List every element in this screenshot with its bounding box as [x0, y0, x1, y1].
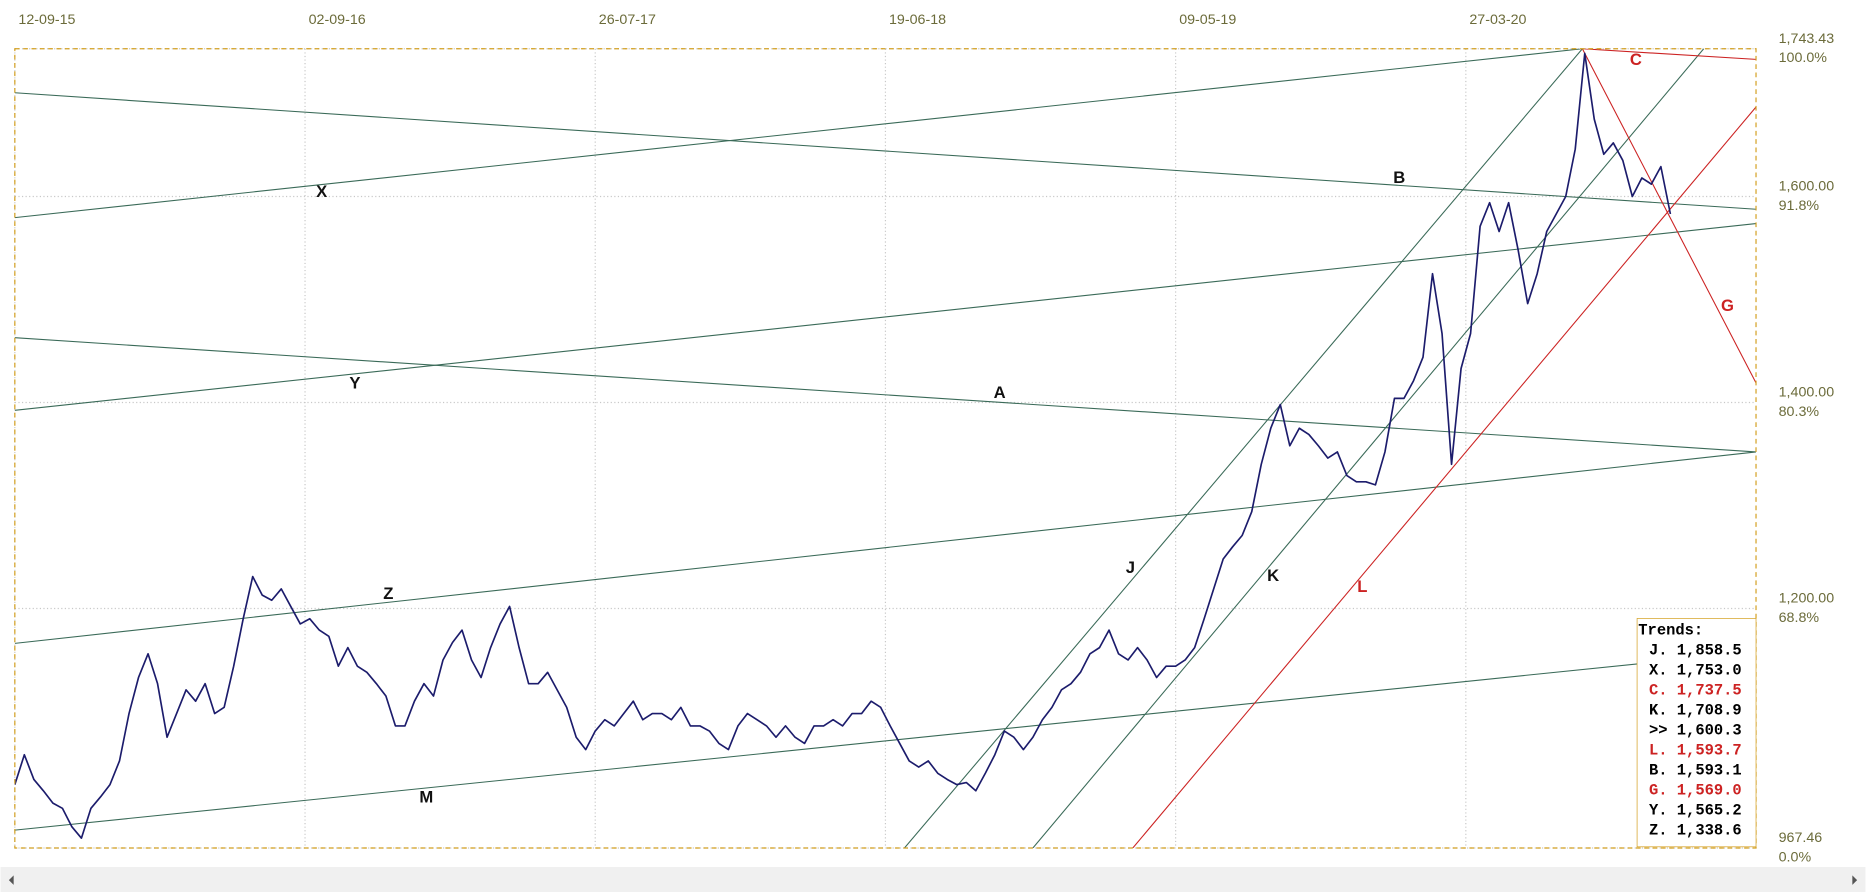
y-tick-label: 1,600.00 — [1779, 179, 1835, 195]
x-tick-label: 26-07-17 — [599, 12, 656, 28]
scroll-right[interactable] — [1852, 875, 1858, 885]
y2-tick-label: 100.0% — [1779, 50, 1828, 66]
scrollbar[interactable] — [0, 867, 1866, 892]
trend-label: M — [419, 787, 433, 806]
labels: 12-09-15 02-09-16 26-07-17 19-06-18 09-05-19… — [18, 12, 1834, 865]
y2-tick-label: 91.8% — [1779, 198, 1820, 214]
y-tick-label: 967.46 — [1779, 830, 1823, 846]
trend-line — [14, 451, 1757, 644]
trends-legend: Trends: J. 1,858.5 X. 1,753.0 C. 1,737.5 K. … — [1636, 618, 1757, 848]
y2-tick-label: 68.8% — [1779, 610, 1820, 626]
trend-label: Y — [349, 374, 360, 393]
trend-line — [1582, 48, 1757, 60]
trend-label: X — [316, 182, 327, 201]
trend-label: C — [1630, 50, 1642, 69]
legend-item: X. 1,753.0 — [1649, 662, 1742, 680]
trend-line — [1581, 48, 1757, 384]
plot-border — [14, 48, 1757, 849]
trend-lines — [14, 48, 1757, 848]
trend-label: L — [1357, 577, 1367, 596]
x-tick-label: 02-09-16 — [309, 12, 366, 28]
trend-line — [14, 337, 1757, 453]
x-tick-label: 27-03-20 — [1469, 12, 1526, 28]
legend-title: Trends: — [1638, 621, 1703, 639]
price-line — [14, 52, 1672, 840]
legend-item: J. 1,858.5 — [1649, 642, 1742, 660]
trend-label: J — [1126, 558, 1135, 577]
y2-tick-label: 0.0% — [1779, 849, 1812, 865]
trend-line — [904, 48, 1583, 848]
legend-item: Z. 1,338.6 — [1649, 821, 1742, 839]
y-tick-label: 1,400.00 — [1779, 385, 1835, 401]
x-tick-label: 09-05-19 — [1179, 12, 1236, 28]
x-tick-label: 19-06-18 — [889, 12, 946, 28]
legend-item: B. 1,593.1 — [1649, 762, 1742, 780]
trend-line — [14, 651, 1757, 831]
legend-item: C. 1,737.5 — [1649, 682, 1742, 700]
legend-item: Y. 1,565.2 — [1649, 801, 1742, 819]
y-tick-label: 1,743.43 — [1779, 31, 1835, 47]
legend-box — [1636, 618, 1757, 848]
scroll-left[interactable] — [8, 875, 14, 885]
trend-label: B — [1393, 168, 1405, 187]
trend-label: G — [1721, 296, 1734, 315]
legend-item: K. 1,708.9 — [1649, 702, 1742, 720]
x-tick-label: 12-09-15 — [18, 12, 75, 28]
trend-line — [1032, 48, 1705, 848]
price-series — [14, 52, 1672, 840]
trend-label: Z — [383, 584, 393, 603]
legend-item: >> 1,600.3 — [1649, 722, 1742, 740]
scrollbar-track[interactable] — [0, 867, 1866, 892]
y-tick-label: 1,200.00 — [1779, 591, 1835, 607]
legend-item: G. 1,569.0 — [1649, 782, 1742, 800]
trend-line — [14, 48, 1583, 219]
trend-label: K — [1267, 566, 1279, 585]
trend-line — [14, 92, 1757, 210]
trend-line — [1132, 106, 1757, 848]
trend-label: A — [994, 383, 1006, 402]
y2-tick-label: 80.3% — [1779, 404, 1820, 420]
trend-line — [14, 223, 1757, 411]
legend-item: L. 1,593.7 — [1649, 742, 1742, 760]
